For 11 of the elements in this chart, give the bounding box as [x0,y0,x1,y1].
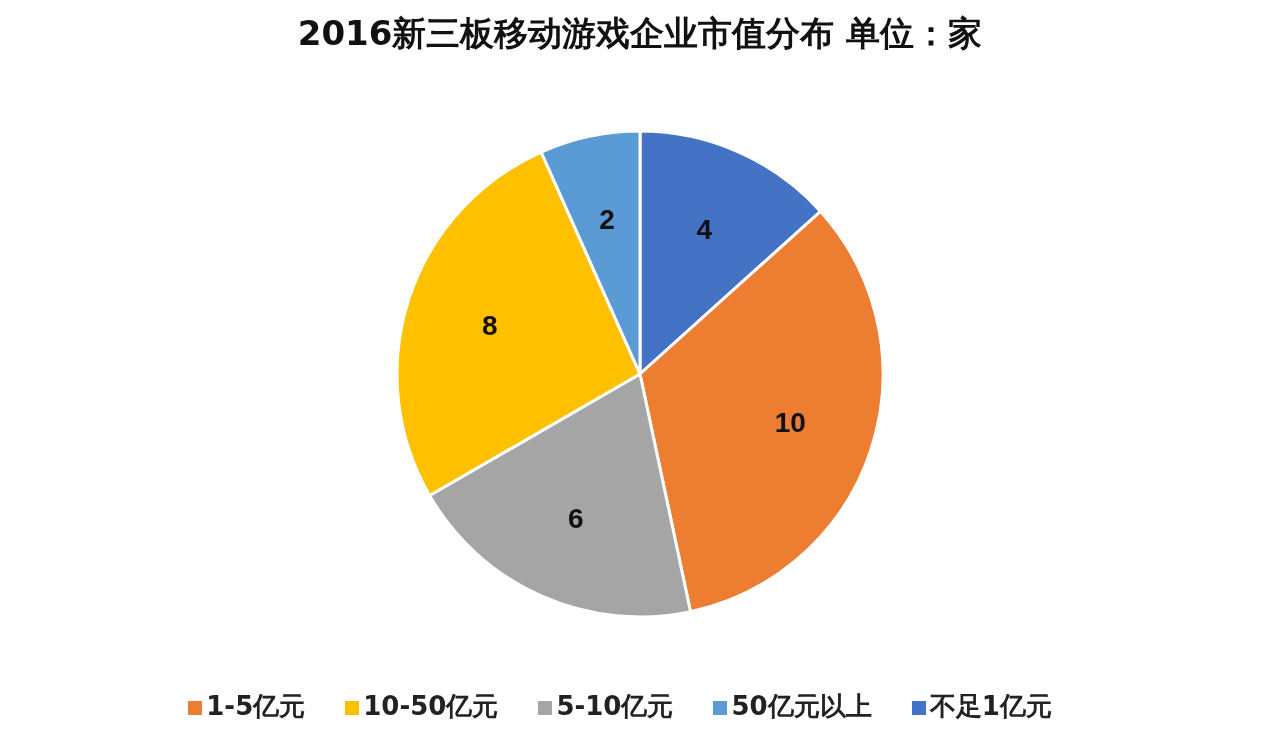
data-label: 4 [696,214,713,246]
chart-title: 2016新三板移动游戏企业市值分布 单位：家 [296,12,984,55]
data-label: 10 [774,407,806,439]
legend-label: 不足1亿元 [929,691,1052,721]
legend-label: 50亿元以上 [731,691,872,721]
legend-label: 1-5亿元 [206,691,306,721]
legend-label: 10-50亿元 [363,691,499,721]
legend-label: 5-10亿元 [556,691,674,721]
data-label: 2 [599,204,615,235]
data-label: 6 [567,502,584,534]
data-label: 8 [481,309,498,341]
